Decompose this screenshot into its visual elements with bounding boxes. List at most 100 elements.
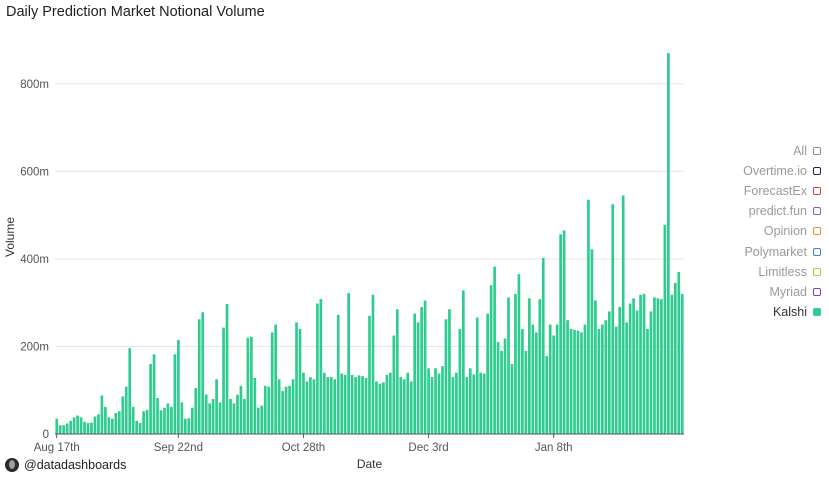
bar [455, 372, 458, 434]
legend-item-predict-fun[interactable]: predict.fun [749, 201, 821, 221]
bar [267, 386, 271, 434]
bar [601, 324, 604, 434]
bar [93, 416, 97, 434]
bar [448, 309, 451, 434]
bar [333, 379, 337, 434]
bar [611, 204, 615, 434]
bar [270, 332, 274, 434]
bar [514, 293, 517, 434]
legend-item-kalshi[interactable]: Kalshi [773, 302, 821, 322]
bar [97, 414, 100, 434]
bar [493, 266, 496, 434]
legend-item-myriad[interactable]: Myriad [769, 282, 821, 302]
bar [680, 293, 684, 434]
bar [427, 368, 430, 434]
legend-label: All [793, 144, 807, 159]
legend-item-polymarket[interactable]: Polymarket [744, 241, 821, 261]
legend-item-overtime-io[interactable]: Overtime.io [743, 161, 821, 181]
bar [295, 322, 298, 434]
bar [340, 373, 344, 434]
bar [583, 324, 587, 434]
bar [194, 388, 198, 434]
legend-label: Limitless [758, 264, 807, 279]
bar [329, 377, 333, 434]
x-tick-label: Oct 28th [282, 442, 325, 454]
legend-swatch [813, 227, 821, 236]
bar [576, 330, 580, 434]
legend-item-limitless[interactable]: Limitless [758, 262, 821, 282]
bar [90, 422, 93, 434]
legend-item-all[interactable]: All [793, 141, 821, 161]
bar [594, 300, 597, 434]
bar [399, 377, 403, 434]
bar [211, 398, 215, 434]
bar [100, 395, 104, 434]
bar [357, 375, 361, 434]
bar [625, 322, 628, 434]
bar [548, 324, 552, 434]
x-tick-label: Aug 17th [34, 442, 80, 454]
bar [375, 381, 378, 434]
bar [482, 373, 486, 434]
bar [239, 385, 243, 434]
bar [291, 379, 295, 434]
bar [385, 374, 389, 434]
attribution: @datadashboards [5, 458, 126, 472]
legend-label: ForecastEx [743, 184, 807, 199]
bar [392, 335, 396, 434]
bar [423, 300, 427, 434]
bar [500, 350, 503, 434]
bar [614, 326, 618, 434]
bar [274, 324, 278, 434]
bar [618, 307, 622, 434]
bar [461, 290, 465, 434]
bar [65, 423, 69, 434]
legend-item-forecastex[interactable]: ForecastEx [744, 181, 821, 201]
bar [656, 298, 660, 434]
avatar [5, 458, 19, 472]
bar [343, 374, 347, 434]
bar [128, 348, 132, 434]
bar [208, 403, 211, 434]
bar [590, 249, 594, 434]
bar [607, 311, 611, 434]
bar [180, 402, 184, 434]
bar [350, 374, 354, 434]
bar [72, 417, 76, 434]
bar [670, 294, 674, 434]
bar [524, 350, 528, 434]
bar [76, 415, 79, 434]
bar [354, 377, 357, 434]
bar [382, 382, 385, 434]
bar [451, 377, 455, 434]
bar [538, 299, 542, 434]
bar [364, 377, 368, 434]
bar [246, 337, 250, 434]
bar [326, 377, 330, 434]
bar [225, 303, 229, 434]
bar [402, 379, 406, 434]
bar [250, 336, 253, 434]
bar [55, 418, 59, 434]
bar [434, 368, 437, 434]
bar [545, 356, 549, 434]
bar [152, 354, 156, 434]
bar [159, 410, 163, 434]
bar [559, 234, 562, 434]
legend-label: predict.fun [748, 204, 807, 219]
bar [149, 363, 152, 434]
y-tick-label: 600m [20, 166, 49, 178]
bar [236, 394, 239, 434]
bar [163, 407, 166, 434]
bar [263, 385, 267, 434]
bar [260, 405, 264, 434]
bar [177, 339, 180, 434]
x-tick-label: Dec 3rd [408, 442, 448, 454]
legend-item-opinion[interactable]: Opinion [764, 221, 821, 241]
bar [218, 402, 222, 434]
bar [117, 411, 121, 434]
bar [316, 303, 319, 434]
bar [347, 293, 350, 434]
bar [604, 320, 608, 434]
bar [507, 297, 510, 434]
